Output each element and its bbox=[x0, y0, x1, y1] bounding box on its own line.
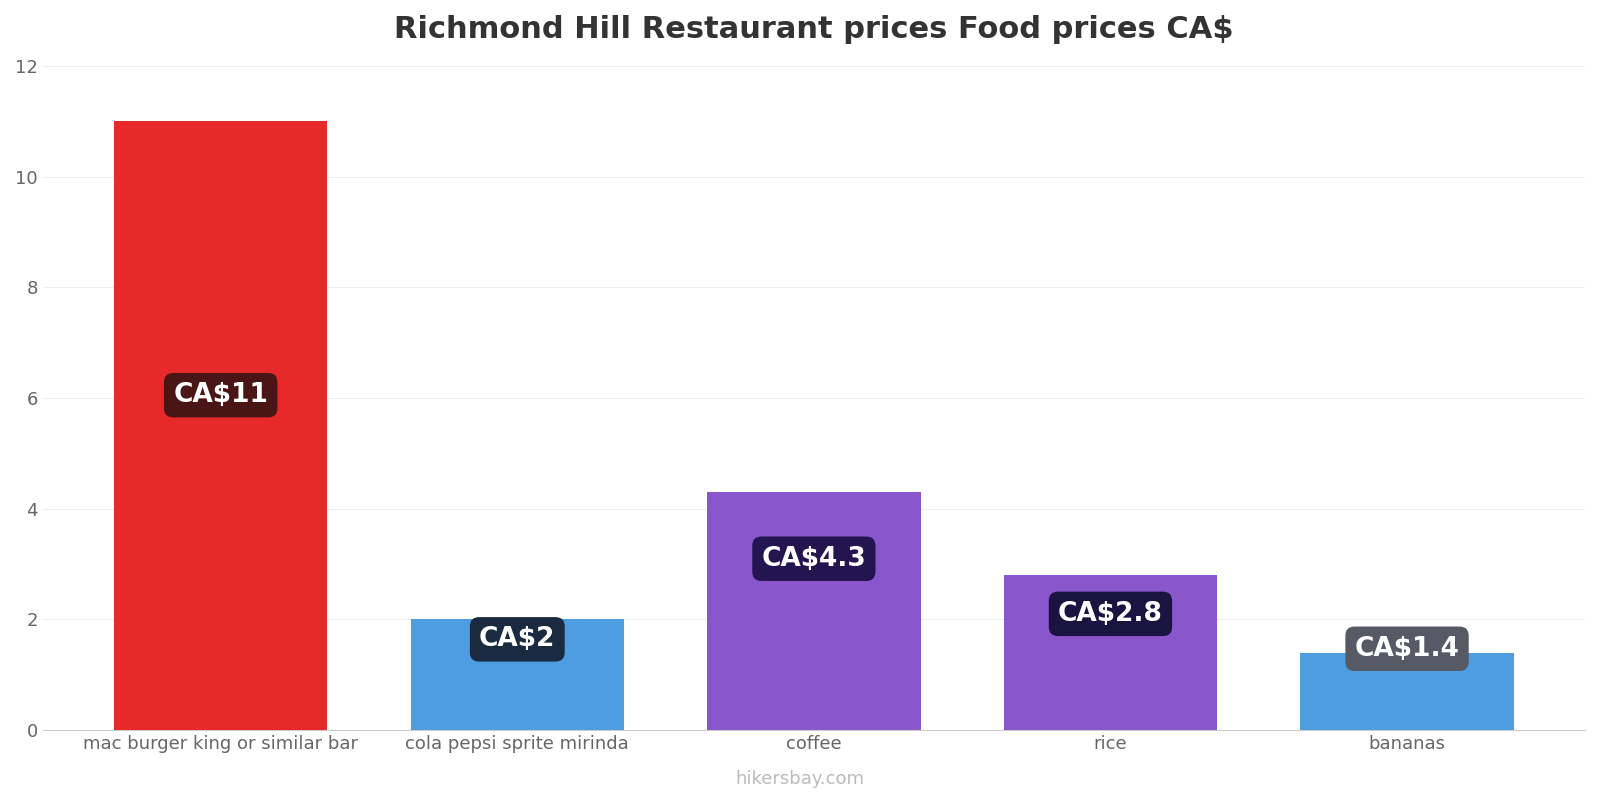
Title: Richmond Hill Restaurant prices Food prices CA$: Richmond Hill Restaurant prices Food pri… bbox=[394, 15, 1234, 44]
Bar bbox=[707, 492, 920, 730]
Text: CA$1.4: CA$1.4 bbox=[1355, 636, 1459, 662]
Text: CA$11: CA$11 bbox=[173, 382, 269, 408]
Text: hikersbay.com: hikersbay.com bbox=[736, 770, 864, 788]
Text: CA$2.8: CA$2.8 bbox=[1058, 601, 1163, 627]
Text: CA$2: CA$2 bbox=[478, 626, 555, 652]
Bar bbox=[114, 121, 328, 730]
Text: CA$4.3: CA$4.3 bbox=[762, 546, 866, 572]
Bar bbox=[1301, 653, 1514, 730]
Bar bbox=[1003, 575, 1218, 730]
Bar bbox=[411, 619, 624, 730]
